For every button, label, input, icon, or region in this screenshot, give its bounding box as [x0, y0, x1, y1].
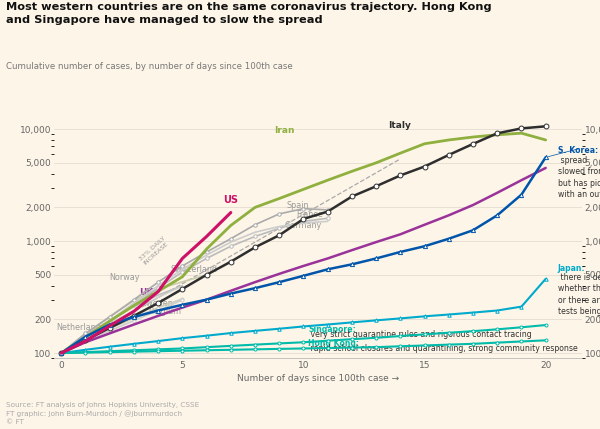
Text: Italy: Italy [388, 121, 411, 130]
Text: Switzerland: Switzerland [170, 265, 217, 274]
Text: US: US [224, 194, 239, 205]
Text: Japan:: Japan: [558, 263, 585, 272]
Text: Sweden: Sweden [141, 299, 173, 308]
Text: very strict quarantine rules and rigorous contact tracing: very strict quarantine rules and rigorou… [308, 329, 532, 338]
X-axis label: Number of days since 100th case →: Number of days since 100th case → [237, 374, 399, 383]
Text: Cumulative number of cases, by number of days since 100th case: Cumulative number of cases, by number of… [6, 62, 293, 71]
Text: Most western countries are on the same coronavirus trajectory. Hong Kong
and Sin: Most western countries are on the same c… [6, 2, 491, 25]
Text: Belgium: Belgium [148, 307, 182, 316]
Text: France: France [296, 210, 323, 219]
Text: Hong Kong:: Hong Kong: [308, 339, 359, 348]
Text: Source: FT analysis of Johns Hopkins University, CSSE
FT graphic: John Burn-Murd: Source: FT analysis of Johns Hopkins Uni… [6, 402, 199, 425]
Text: there is debate over
whether the spread has slowed
or there are simply not enoug: there is debate over whether the spread … [558, 273, 600, 316]
Text: spread
slowed from initial pace,
but has picked up again
with an outbreak in Seo: spread slowed from initial pace, but has… [558, 156, 600, 199]
Text: rapid school closures and quarantining, strong community response: rapid school closures and quarantining, … [308, 344, 578, 353]
Text: S. Korea:: S. Korea: [558, 146, 598, 155]
Text: Norway: Norway [110, 273, 140, 282]
Text: Netherlands: Netherlands [56, 323, 105, 332]
Text: Singapore:: Singapore: [308, 325, 356, 334]
Text: Spain: Spain [287, 201, 309, 210]
Text: 33% DAILY
INCREASE: 33% DAILY INCREASE [139, 236, 171, 266]
Text: UK: UK [139, 288, 153, 297]
Text: Germany: Germany [284, 221, 322, 230]
Text: Iran: Iran [274, 126, 295, 135]
